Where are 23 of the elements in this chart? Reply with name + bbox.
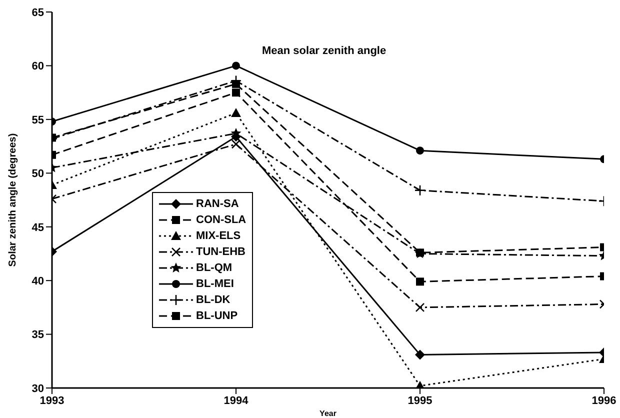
legend-label: MIX-ELS bbox=[196, 230, 241, 242]
y-tick-label: 60 bbox=[32, 60, 44, 73]
x-tick-label: 1995 bbox=[408, 394, 432, 407]
x-tick-label: 1993 bbox=[40, 394, 64, 407]
y-axis-title: Solar zenith angle (degrees) bbox=[8, 133, 19, 267]
x-tick-label: 1996 bbox=[592, 394, 616, 407]
y-tick-label: 50 bbox=[32, 168, 44, 180]
y-tick-label: 40 bbox=[32, 275, 44, 288]
text: Mean solar zenith angle bbox=[262, 45, 386, 57]
legend-label: RAN-SA bbox=[196, 198, 239, 210]
x-tick-label: 1994 bbox=[224, 394, 250, 407]
legend-label: BL-UNP bbox=[196, 310, 238, 322]
y-tick-label: 55 bbox=[32, 114, 44, 126]
y-tick-label: 35 bbox=[32, 329, 44, 342]
legend-label: TUN-EHB bbox=[196, 246, 246, 258]
legend-label: CON-SLA bbox=[196, 214, 246, 226]
legend-label: BL-QM bbox=[196, 262, 232, 274]
y-tick-label: 30 bbox=[32, 382, 44, 395]
x-axis-title: Year bbox=[320, 409, 336, 418]
y-tick-label: 65 bbox=[32, 6, 44, 19]
y-tick-label: 45 bbox=[32, 222, 44, 234]
legend-label: BL-MEI bbox=[196, 278, 234, 290]
legend-label: BL-DK bbox=[196, 294, 230, 306]
